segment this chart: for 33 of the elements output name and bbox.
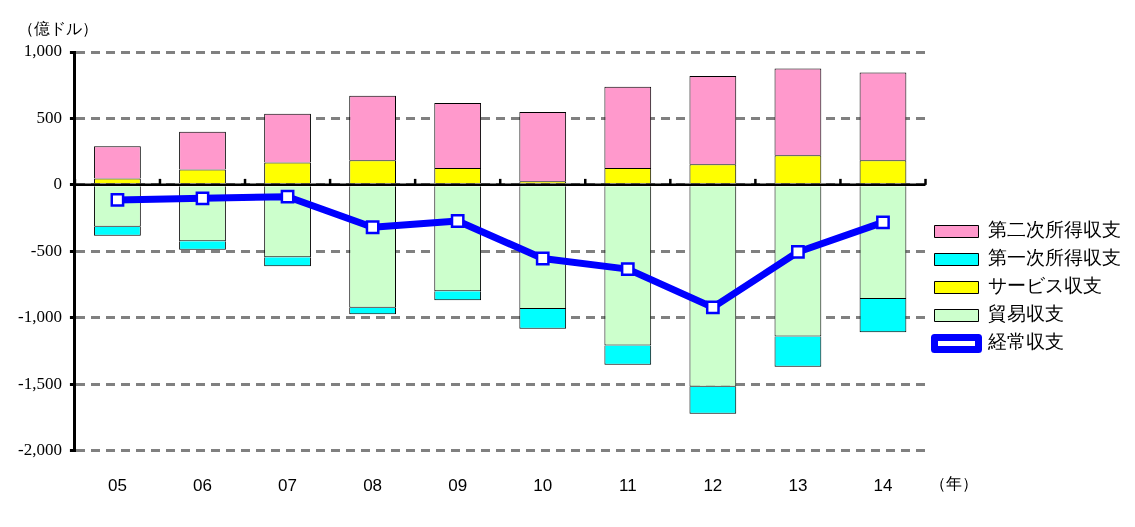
x-tick-label: 10 <box>533 476 553 496</box>
point <box>620 262 635 277</box>
y-tick-label: 1,000 <box>23 41 62 61</box>
y-axis-title: （億ドル） <box>18 20 98 38</box>
x-tick-label: 11 <box>618 476 637 496</box>
legend-label: 第一次所得収支 <box>988 246 1121 269</box>
x-axis-title: （年） <box>929 475 978 493</box>
y-tick-label: -2,000 <box>17 440 62 460</box>
x-tick-label: 06 <box>193 476 212 496</box>
point <box>876 215 890 230</box>
y-tick-label: 0 <box>53 174 62 194</box>
point <box>280 189 295 204</box>
legend-label: 貿易収支 <box>988 302 1064 325</box>
legend-label: サービス収支 <box>988 274 1102 297</box>
y-tick-label: -500 <box>30 240 62 260</box>
x-tick-label: 12 <box>703 476 723 496</box>
x-tick-label: 05 <box>107 476 127 496</box>
point <box>535 251 550 266</box>
point <box>705 300 720 315</box>
x-tick-label: 08 <box>363 476 383 496</box>
point <box>365 220 380 235</box>
point <box>791 245 805 259</box>
x-tick-label: 09 <box>448 476 468 496</box>
y-tick-label: -1,500 <box>17 373 62 393</box>
x-tick-label: 14 <box>873 476 893 496</box>
legend-label: 第二次所得収支 <box>988 218 1121 241</box>
y-tick-label: 500 <box>36 107 62 127</box>
point <box>450 214 465 228</box>
point <box>195 191 210 206</box>
x-tick-label: 13 <box>788 476 808 496</box>
x-tick-label: 07 <box>278 476 298 496</box>
legend-label: 経常収支 <box>987 330 1064 353</box>
y-tick-label: -1,000 <box>17 307 62 327</box>
